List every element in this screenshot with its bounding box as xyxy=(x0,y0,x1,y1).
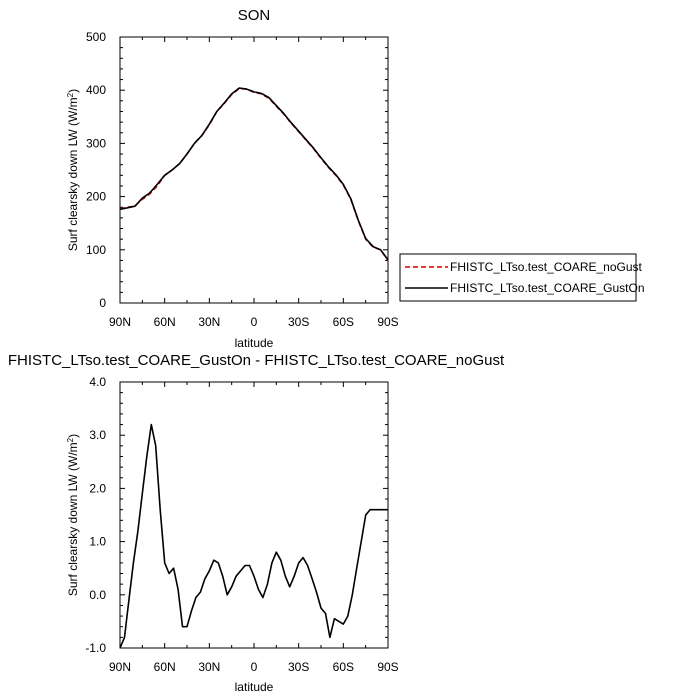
legend-box xyxy=(399,253,637,302)
series-line-0-0 xyxy=(119,87,389,261)
series-line-0-1 xyxy=(119,87,389,261)
x-tick-label: 60S xyxy=(333,315,354,329)
y-tick-label: 300 xyxy=(86,136,106,150)
y-tick-label: 2.0 xyxy=(89,481,106,495)
x-tick-label: 90N xyxy=(109,315,131,329)
x-tick-label: 60N xyxy=(154,315,176,329)
y-tick-label: 4.0 xyxy=(89,375,106,389)
bottom-chart-panel: FHISTC_LTso.test_COARE_GustOn - FHISTC_L… xyxy=(8,352,505,694)
x-tick-label: 60N xyxy=(154,660,176,674)
bottom-axis-ticks: 90N 60N 30N 0 30S 60S 90S -1.0 0.0 1.0 2.0 3.0 4.0 xyxy=(85,375,398,674)
bottom-series-lines xyxy=(119,423,388,649)
x-tick-label: 30S xyxy=(288,315,309,329)
y-tick-label: 3.0 xyxy=(89,428,106,442)
x-tick-label: 90S xyxy=(377,660,398,674)
x-tick-label: 0 xyxy=(251,315,258,329)
y-tick-label: 1.0 xyxy=(89,535,106,549)
bottom-x-axis-label: latitude xyxy=(235,680,274,694)
top-chart-title: SON xyxy=(238,7,271,24)
x-tick-label: 30N xyxy=(198,315,220,329)
series-line-1-0 xyxy=(119,423,388,649)
x-tick-label: 90S xyxy=(377,315,398,329)
top-x-axis-label: latitude xyxy=(235,336,274,350)
x-tick-label: 30S xyxy=(288,660,309,674)
y-tick-label: 500 xyxy=(86,30,106,44)
legend: FHISTC_LTso.test_COARE_noGust FHISTC_LTs… xyxy=(399,253,645,302)
y-tick-label: 0.0 xyxy=(89,588,106,602)
legend-label-GustOn: FHISTC_LTso.test_COARE_GustOn xyxy=(450,281,645,295)
x-tick-label: 90N xyxy=(109,660,131,674)
top-chart-panel: SON 90N 60N 30N 0 30S 60S 90S0100200300400500 … xyxy=(66,7,645,350)
bottom-y-axis-label: Surf clearsky down LW (W/m2) xyxy=(66,434,81,596)
top-axis-ticks: 90N 60N 30N 0 30S 60S 90S 0 100 200 300 400 500 xyxy=(86,30,399,329)
y-tick-label: 0 xyxy=(99,296,106,310)
y-tick-label: 400 xyxy=(86,83,106,97)
y-tick-label: -1.0 xyxy=(85,641,106,655)
top-plot-frame xyxy=(119,36,389,304)
top-series-lines xyxy=(119,87,389,261)
x-tick-label: 0 xyxy=(251,660,258,674)
top-y-axis-label: Surf clearsky down LW (W/m2) xyxy=(66,89,81,251)
bottom-chart-title: FHISTC_LTso.test_COARE_GustOn - FHISTC_L… xyxy=(8,352,505,369)
y-tick-label: 100 xyxy=(86,243,106,257)
x-tick-label: 60S xyxy=(333,660,354,674)
x-tick-label: 30N xyxy=(198,660,220,674)
y-tick-label: 200 xyxy=(86,190,106,204)
legend-label-noGust: FHISTC_LTso.test_COARE_noGust xyxy=(450,260,643,274)
